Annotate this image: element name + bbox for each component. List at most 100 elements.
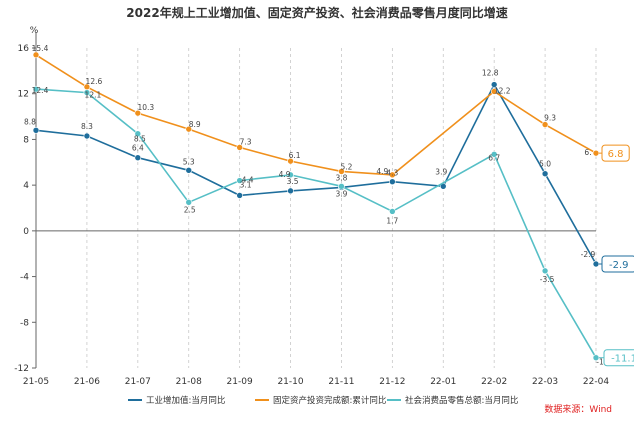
x-tick-label-22-01: 22-01 — [430, 377, 456, 387]
data-label-s2-22-04: 6. — [584, 148, 591, 157]
source-note: 数据来源：Wind — [544, 403, 612, 415]
legend: 工业增加值:当月同比 固定资产投资完成额:累计同比 社会消费品零售总额:当月同比 — [128, 395, 518, 406]
data-label-s2-22-02: 12.2 — [494, 86, 511, 95]
series-line-1 — [35, 82, 597, 265]
y-tick-label--8: -8 — [20, 318, 29, 328]
data-label-s2-21-11: 5.2 — [340, 162, 352, 171]
data-label-s3-21-12: 1.7 — [386, 216, 398, 225]
x-tick-label-21-09: 21-09 — [227, 377, 253, 387]
end-callout-box-s1 — [601, 255, 634, 273]
point-s2-21-12 — [389, 171, 396, 179]
point-s3-22-02 — [490, 150, 498, 158]
axes: -12 -8 -4 0 4 8 12 16 21-05 21-06 21-07 21-08 21-09 2… — [14, 32, 609, 387]
data-label-s1-21-07: 6.4 — [132, 144, 144, 153]
end-callout-label-s1: -2.9 — [609, 260, 629, 271]
point-s2-21-09 — [236, 144, 243, 151]
point-s1-21-05 — [32, 126, 40, 134]
x-tick-label-21-10: 21-10 — [277, 377, 303, 387]
x-tick-label-21-11: 21-11 — [328, 377, 354, 387]
point-s2-22-02 — [490, 88, 498, 95]
point-s1-22-04 — [592, 260, 600, 268]
data-label-s1-21-12: 4.3 — [386, 169, 398, 178]
x-tick-label-21-06: 21-06 — [74, 377, 100, 387]
end-callout-box-s3 — [603, 349, 634, 367]
point-s1-21-12 — [389, 178, 396, 186]
point-s3-21-10 — [287, 171, 294, 179]
data-label-s3-21-11: 3.9 — [335, 189, 347, 198]
data-label-s3-21-05: 12.4 — [32, 86, 49, 95]
data-label-s1-21-09: 3.1 — [240, 180, 252, 189]
x-tick-label-21-07: 21-07 — [125, 377, 151, 387]
data-label-s1-21-06: 8.3 — [81, 122, 93, 131]
y-tick-label-0: 0 — [23, 227, 29, 237]
legend-label-s2: 固定资产投资完成额:累计同比 — [273, 395, 386, 406]
series-line-3 — [35, 88, 597, 359]
data-label-s2-21-12: 4.9 — [376, 167, 388, 176]
point-s3-21-09 — [236, 177, 243, 184]
data-labels: 8.88.36.45.33.1 3.5 3.84.312.85.0-2.9-2.91… — [24, 44, 634, 367]
point-s2-21-08 — [185, 125, 193, 133]
x-tick-label-21-05: 21-05 — [23, 377, 49, 387]
point-s1-21-07 — [134, 154, 142, 162]
point-s3-21-12 — [389, 208, 396, 215]
end-callout-label-s2: 6.8 — [608, 149, 624, 160]
end-callout-box-s2 — [601, 144, 630, 162]
data-label-s3-22-01: 3.9 — [435, 167, 447, 176]
point-s1-21-06 — [83, 132, 91, 140]
x-tick-label-22-04: 22-04 — [583, 377, 609, 387]
data-label-s3-21-10: 4.9 — [279, 170, 291, 179]
data-label-s2-21-10: 6.1 — [289, 151, 301, 160]
data-label-s3-21-09: 4.4 — [242, 176, 254, 185]
series-1 — [32, 81, 600, 268]
x-tick-label-21-08: 21-08 — [176, 377, 202, 387]
chart-title: 2022年规上工业增加值、固定资产投资、社会消费品零售月度同比增速 — [126, 5, 507, 20]
data-label-s2-21-08: 8.9 — [189, 120, 201, 129]
x-tick-label-22-02: 22-02 — [481, 377, 507, 387]
point-s2-21-05 — [32, 51, 40, 59]
data-label-s3-22-03: -3.5 — [540, 275, 555, 284]
y-tick-label-12: 12 — [18, 90, 29, 100]
data-label-s1-22-04: -2.9 — [581, 250, 596, 259]
point-s3-21-05 — [32, 85, 40, 93]
point-s3-21-07 — [134, 130, 142, 138]
point-s2-22-03 — [541, 121, 549, 128]
point-s3-21-06 — [83, 89, 91, 96]
series-3 — [32, 85, 600, 362]
data-label-s2-21-06: 12.6 — [86, 77, 103, 86]
x-tick-label-21-12: 21-12 — [379, 377, 405, 387]
series-2 — [32, 51, 600, 179]
y-axis-unit: % — [30, 26, 39, 36]
legend-label-s1: 工业增加值:当月同比 — [146, 395, 225, 406]
y-tick-label-4: 4 — [23, 181, 29, 191]
point-s1-22-02 — [490, 81, 498, 88]
y-tick-label-8: 8 — [23, 135, 29, 145]
data-label-s1-22-03: 5.0 — [539, 160, 551, 169]
data-label-s1-21-11: 3.8 — [335, 173, 347, 182]
point-s2-22-04 — [592, 149, 600, 157]
point-s3-21-11 — [338, 182, 345, 190]
data-label-s1-22-02: 12.8 — [482, 69, 499, 78]
point-s2-21-11 — [338, 168, 345, 175]
data-label-s2-21-09: 7.3 — [240, 137, 252, 146]
data-label-s2-21-07: 10.3 — [137, 103, 154, 112]
y-tick-label--4: -4 — [20, 273, 29, 283]
point-s2-21-10 — [287, 157, 294, 165]
data-label-s3-21-06: 12.1 — [85, 91, 102, 100]
data-label-s1-21-10: 3.5 — [287, 177, 299, 186]
data-label-s2-21-05: 15.4 — [32, 44, 49, 53]
point-s2-21-07 — [134, 109, 142, 117]
y-tick-label-16: 16 — [18, 44, 30, 54]
data-label-s3-22-04: -1 — [596, 358, 604, 367]
point-s1-21-08 — [185, 166, 193, 174]
data-label-s3-21-08: 2.5 — [184, 205, 196, 214]
series-lines — [32, 51, 600, 362]
point-s1-22-03 — [541, 170, 549, 178]
data-label-s2-22-03: 9.3 — [544, 114, 556, 123]
data-label-s1-21-08: 5.3 — [183, 157, 195, 166]
end-callout-label-s3: -11.1 — [611, 354, 634, 365]
legend-label-s3: 社会消费品零售总额:当月同比 — [405, 395, 518, 406]
data-label-s3-22-02: 6.7 — [488, 153, 500, 162]
grid — [35, 48, 597, 368]
point-s1-21-09 — [236, 192, 243, 199]
